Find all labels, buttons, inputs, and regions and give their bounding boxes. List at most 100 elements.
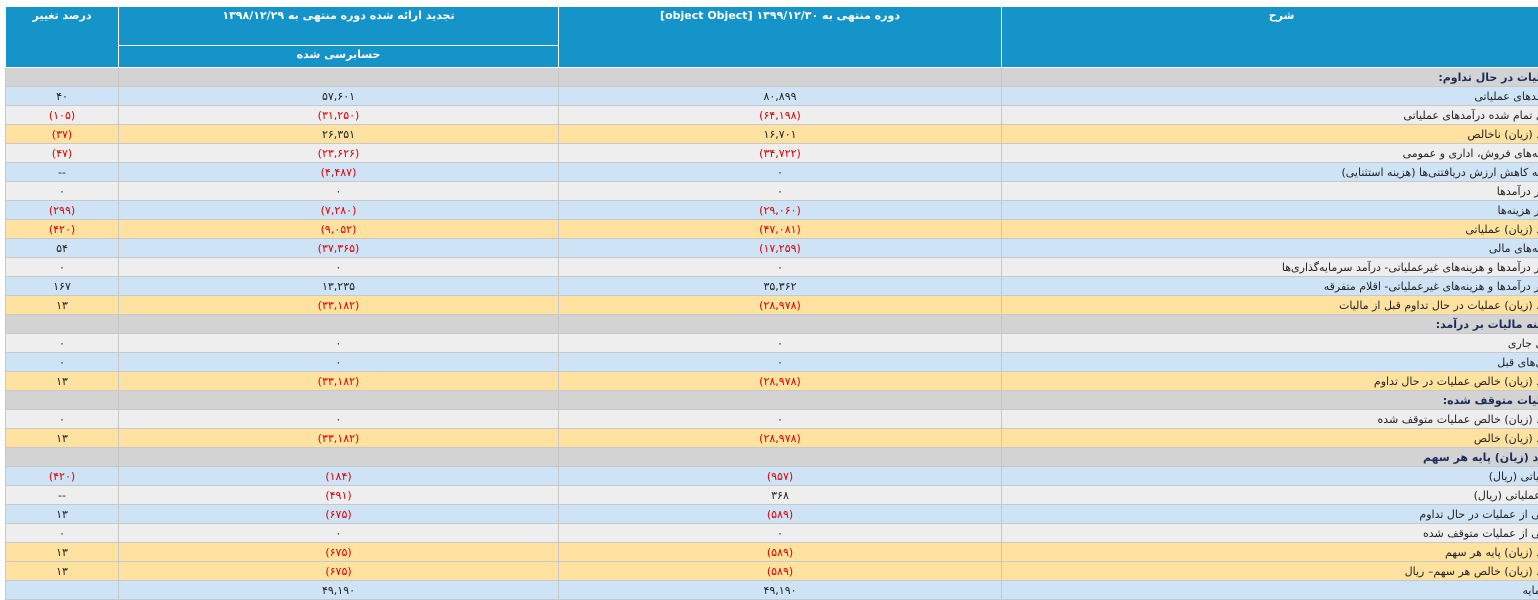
row-description: سال‌های قبل	[1002, 353, 1538, 372]
row-previous-value: ۱۳,۲۳۵	[119, 277, 559, 296]
row-previous-value: ۴۹,۱۹۰	[119, 581, 559, 600]
row-current-value: ۱۶,۷۰۱	[559, 125, 1002, 144]
row-previous-value: ۰	[119, 353, 559, 372]
row-change-percent: ۱۳	[6, 543, 119, 562]
row-change-percent: (۴۲۰)	[6, 220, 119, 239]
row-current-value: (۶۴,۱۹۸)	[559, 106, 1002, 125]
row-description: سود (زیان) پایه هر سهم	[1002, 448, 1538, 467]
row-current-value: (۲۸,۹۷۸)	[559, 296, 1002, 315]
row-current-value: (۵۸۹)	[559, 543, 1002, 562]
row-current-value: (۹۵۷)	[559, 467, 1002, 486]
row-current-value: (۴۷,۰۸۱)	[559, 220, 1002, 239]
table-row: ناشی از عملیات در حال تداوم(۵۸۹)(۶۷۵)۱۳	[6, 505, 1538, 524]
row-description: سال جاری	[1002, 334, 1538, 353]
row-previous-value: ۰	[119, 182, 559, 201]
row-previous-value: (۳۳,۱۸۲)	[119, 429, 559, 448]
row-change-percent	[6, 315, 119, 334]
row-previous-value	[119, 315, 559, 334]
row-change-percent: ۰	[6, 334, 119, 353]
table-row: بهای تمام شده درآمدهای عملیاتی(۶۴,۱۹۸)(۳…	[6, 106, 1538, 125]
row-current-value: ۸۰,۸۹۹	[559, 87, 1002, 106]
section-row: عملیات در حال تداوم:	[6, 68, 1538, 87]
row-description: سود (زیان) خالص عملیات در حال تداوم	[1002, 372, 1538, 391]
table-row: غیرعملیاتی (ریال)۳۶۸(۴۹۱)--	[6, 486, 1538, 505]
row-description: هزینه کاهش ارزش دریافتنی‌ها (هزینه استثن…	[1002, 163, 1538, 182]
section-row: عملیات متوقف شده:	[6, 391, 1538, 410]
table-row: سود (زیان) عملیات در حال تداوم قبل از ما…	[6, 296, 1538, 315]
row-change-percent	[6, 68, 119, 87]
row-change-percent: --	[6, 163, 119, 182]
row-change-percent: --	[6, 486, 119, 505]
row-description: بهای تمام شده درآمدهای عملیاتی	[1002, 106, 1538, 125]
row-current-value: ۰	[559, 258, 1002, 277]
row-change-percent	[6, 581, 119, 600]
row-current-value	[559, 68, 1002, 87]
table-row: سایر درآمدها و هزینه‌های غیرعملیاتی- درآ…	[6, 258, 1538, 277]
header-previous-period: تجدید ارائه شده دوره منتهی به ۱۳۹۸/۱۲/۲۹	[119, 7, 559, 46]
row-previous-value: ۵۷,۶۰۱	[119, 87, 559, 106]
row-change-percent: ۵۴	[6, 239, 119, 258]
row-previous-value: (۴۹۱)	[119, 486, 559, 505]
row-previous-value: ۲۶,۳۵۱	[119, 125, 559, 144]
row-current-value	[559, 448, 1002, 467]
row-previous-value: (۹,۰۵۲)	[119, 220, 559, 239]
table-body: عملیات در حال تداوم:درآمدهای عملیاتی۸۰,۸…	[6, 68, 1538, 600]
row-description: ناشی از عملیات متوقف شده	[1002, 524, 1538, 543]
row-current-value: ۰	[559, 334, 1002, 353]
row-current-value	[559, 391, 1002, 410]
row-previous-value: (۳۳,۱۸۲)	[119, 296, 559, 315]
row-change-percent: ۴۰	[6, 87, 119, 106]
table-row: هزینه کاهش ارزش دریافتنی‌ها (هزینه استثن…	[6, 163, 1538, 182]
row-current-value: ۰	[559, 182, 1002, 201]
row-description: غیرعملیاتی (ریال)	[1002, 486, 1538, 505]
row-change-percent	[6, 391, 119, 410]
table-row: هزینه‌های مالی(۱۷,۲۵۹)(۳۷,۳۶۵)۵۴	[6, 239, 1538, 258]
row-description: سود (زیان) خالص عملیات متوقف شده	[1002, 410, 1538, 429]
section-row: هزینه مالیات بر درآمد:	[6, 315, 1538, 334]
row-change-percent: (۳۷)	[6, 125, 119, 144]
row-current-value: ۰	[559, 524, 1002, 543]
row-previous-value: ۰	[119, 334, 559, 353]
row-description: هزینه مالیات بر درآمد:	[1002, 315, 1538, 334]
row-description: عملیات در حال تداوم:	[1002, 68, 1538, 87]
row-description: سود (زیان) ناخالص	[1002, 125, 1538, 144]
row-change-percent: ۱۳	[6, 429, 119, 448]
row-change-percent: ۰	[6, 410, 119, 429]
table-header: شرح دوره منتهی به ۱۳۹۹/۱۲/۳۰ [object Obj…	[6, 7, 1538, 68]
row-previous-value: (۶۷۵)	[119, 543, 559, 562]
row-previous-value: ۰	[119, 524, 559, 543]
row-previous-value: (۲۳,۶۲۶)	[119, 144, 559, 163]
row-description: سایر درآمدها و هزینه‌های غیرعملیاتی- اقل…	[1002, 277, 1538, 296]
row-description: سود (زیان) خالص	[1002, 429, 1538, 448]
table-row: سایر درآمدها و هزینه‌های غیرعملیاتی- اقل…	[6, 277, 1538, 296]
row-description: سود (زیان) عملیاتی	[1002, 220, 1538, 239]
row-description: سود (زیان) عملیات در حال تداوم قبل از ما…	[1002, 296, 1538, 315]
row-change-percent: (۱۰۵)	[6, 106, 119, 125]
row-current-value: ۳۵,۳۶۲	[559, 277, 1002, 296]
row-change-percent: ۰	[6, 524, 119, 543]
row-change-percent: ۱۶۷	[6, 277, 119, 296]
row-previous-value: ۰	[119, 258, 559, 277]
table-row: هزینه‌های فروش، اداری و عمومی(۳۴,۷۲۲)(۲۳…	[6, 144, 1538, 163]
row-previous-value	[119, 68, 559, 87]
row-change-percent: ۰	[6, 258, 119, 277]
row-previous-value: (۷,۲۸۰)	[119, 201, 559, 220]
table-row: سود (زیان) عملیاتی(۴۷,۰۸۱)(۹,۰۵۲)(۴۲۰)	[6, 220, 1538, 239]
row-description: سایر هزینه‌ها	[1002, 201, 1538, 220]
row-current-value: ۰	[559, 163, 1002, 182]
row-previous-value: (۳۳,۱۸۲)	[119, 372, 559, 391]
row-previous-value	[119, 391, 559, 410]
row-change-percent: ۱۳	[6, 505, 119, 524]
row-change-percent: (۲۹۹)	[6, 201, 119, 220]
row-previous-value: (۴,۴۸۷)	[119, 163, 559, 182]
income-statement-table: شرح دوره منتهی به ۱۳۹۹/۱۲/۳۰ [object Obj…	[5, 6, 1538, 600]
row-description: هزینه‌های مالی	[1002, 239, 1538, 258]
header-description: شرح	[1002, 7, 1538, 68]
row-previous-value	[119, 448, 559, 467]
row-description: درآمدهای عملیاتی	[1002, 87, 1538, 106]
row-change-percent: ۰	[6, 182, 119, 201]
row-current-value: (۲۹,۰۶۰)	[559, 201, 1002, 220]
